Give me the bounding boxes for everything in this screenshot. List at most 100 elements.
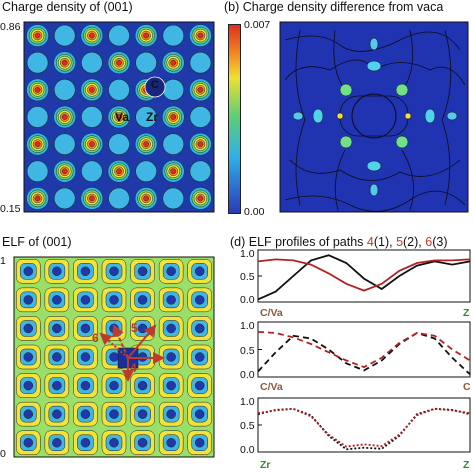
elf-cell	[73, 344, 98, 370]
diff-lobe	[369, 183, 379, 197]
elf-cell	[187, 259, 212, 284]
diff-lobe	[366, 160, 382, 172]
colorbar	[228, 24, 241, 214]
c-atom-contour	[53, 24, 76, 47]
path-label-6: 6	[92, 331, 99, 345]
elf-cell	[73, 287, 98, 313]
elf-cell	[16, 430, 41, 455]
c-atom-contour	[53, 79, 76, 101]
elf-cell	[16, 287, 41, 313]
elf-cell	[101, 430, 127, 455]
diff-lobe	[312, 108, 324, 124]
elf-cell	[187, 287, 212, 313]
diff-lobe	[369, 37, 379, 51]
zr-atom-contour	[53, 51, 76, 74]
sub3-ytick-05: 0.5	[240, 420, 255, 432]
elf-cell	[130, 287, 155, 313]
elf-cell	[44, 373, 70, 398]
elf-cell	[187, 401, 212, 427]
profile-3-red	[257, 407, 471, 448]
sub1-x-right: Z	[463, 307, 470, 319]
diff-lobe	[446, 111, 458, 121]
zr-atom-contour	[26, 24, 49, 47]
panel-c-y-top-label: 1	[0, 255, 6, 267]
path4-label: 4	[366, 235, 374, 249]
c-atom-contour	[108, 24, 130, 47]
elf-cell	[130, 401, 155, 427]
zr-atom-contour	[162, 160, 185, 183]
c-atom-contour	[26, 51, 49, 74]
c-atom-contour	[108, 79, 130, 101]
sub2-x-left: C/Va	[260, 381, 283, 393]
elf-cell	[44, 344, 70, 370]
zr-atom-contour	[107, 105, 131, 129]
zr-atom-contour	[80, 78, 104, 102]
diff-lobe	[292, 111, 304, 121]
elf-cell	[44, 287, 70, 313]
zr-atom-contour	[189, 24, 212, 47]
diff-contour-line	[284, 31, 461, 52]
c-atom-contour	[26, 106, 49, 128]
zr-atom-contour	[26, 187, 49, 210]
sub1-ytick-0: 0.0	[240, 294, 255, 306]
c-atom-contour	[81, 106, 103, 128]
elf-cell	[16, 316, 41, 341]
profile-1-red	[257, 258, 471, 292]
zr-atom-contour	[53, 160, 76, 183]
sub3-ytick-1: 1.0	[240, 396, 255, 408]
panel-c-y-bottom-label: 0	[0, 448, 6, 460]
zr-atom-contour	[134, 187, 158, 210]
central-lobe	[351, 93, 397, 139]
elf-cell	[158, 259, 184, 284]
sub1-ytick-05: 0.5	[240, 271, 255, 283]
diff-contour-line	[289, 159, 461, 181]
sub2-x-right: C	[463, 381, 471, 393]
path6-label: 6	[425, 235, 433, 249]
c-atom-contour	[53, 133, 76, 155]
sub3-x-right: Z	[463, 459, 470, 471]
sub2-ytick-05: 0.5	[240, 345, 255, 357]
elf-cell	[130, 373, 155, 398]
zr-atom-contour	[80, 24, 104, 47]
panel-d-title-prefix: (d) ELF profiles of paths	[230, 235, 367, 249]
c-atom-contour	[162, 187, 185, 210]
elf-cell	[101, 259, 127, 284]
sub1-x-left: C/Va	[260, 307, 283, 319]
panel-a-title: Charge density of (001)	[2, 0, 133, 14]
c-atom-contour	[189, 51, 212, 74]
diff-contour-line	[284, 190, 466, 212]
path5-label: 5	[396, 235, 404, 249]
c-atom-contour	[189, 160, 212, 183]
zr-atom-contour	[107, 51, 131, 74]
elf-cell	[16, 401, 41, 427]
sub2-ytick-0: 0.0	[240, 369, 255, 381]
vacancy-marker	[144, 76, 166, 98]
diff-lobe	[395, 135, 409, 149]
diff-lobe	[366, 60, 382, 72]
elf-cell	[101, 373, 127, 398]
diff-lobe	[336, 112, 344, 120]
path-5b-arrow	[127, 324, 157, 359]
sub2-ytick-1: 1.0	[240, 320, 255, 332]
zr-atom-contour	[162, 105, 185, 129]
elf-cell	[130, 430, 155, 455]
profile-2-black	[257, 332, 471, 375]
path4-index: (1),	[373, 235, 397, 249]
elf-cell	[73, 401, 98, 427]
elf-cell	[44, 401, 70, 427]
elf-cell	[16, 344, 41, 370]
c-atom-contour	[162, 24, 185, 47]
c-atom-contour	[108, 133, 130, 155]
c-atom-contour	[135, 160, 157, 183]
panel-a-y-bottom-label: 0.15	[0, 203, 21, 215]
elf-cell	[158, 401, 184, 427]
sub1-ytick-1: 1.0	[240, 248, 255, 260]
zr-atom-contour	[80, 132, 104, 156]
profile-1-black	[257, 254, 471, 301]
zr-atom-contour	[189, 187, 212, 210]
panel-c-title: ELF of (001)	[2, 235, 72, 249]
elf-cell	[44, 316, 70, 341]
